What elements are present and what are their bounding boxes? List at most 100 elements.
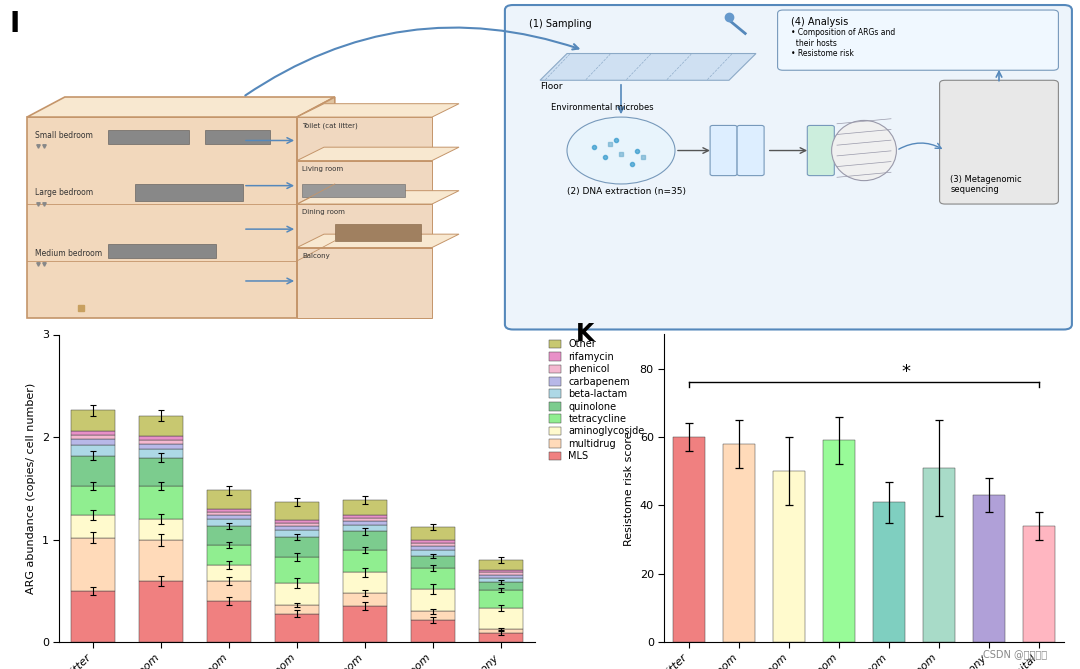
- Text: (1) Sampling: (1) Sampling: [529, 19, 592, 29]
- Bar: [71, 446, 116, 456]
- Text: (3) Metagenomic
sequencing: (3) Metagenomic sequencing: [950, 175, 1022, 194]
- Bar: [139, 436, 184, 440]
- Bar: [342, 531, 387, 550]
- Bar: [139, 540, 184, 581]
- Bar: [410, 619, 455, 642]
- Text: CSDN @谷禾牛博: CSDN @谷禾牛博: [984, 649, 1048, 659]
- Bar: [275, 557, 319, 583]
- Polygon shape: [297, 104, 459, 117]
- Bar: [139, 444, 184, 450]
- Bar: [207, 581, 252, 601]
- Bar: [207, 527, 252, 545]
- Y-axis label: Resistome risk score: Resistome risk score: [624, 431, 634, 546]
- Polygon shape: [297, 248, 432, 318]
- Bar: [275, 583, 319, 605]
- Polygon shape: [135, 184, 243, 201]
- Text: Floor: Floor: [540, 82, 563, 90]
- Polygon shape: [27, 117, 297, 318]
- Circle shape: [567, 117, 675, 184]
- Bar: [973, 495, 1005, 642]
- Text: Toilet (cat litter): Toilet (cat litter): [302, 122, 359, 128]
- Bar: [207, 565, 252, 581]
- Bar: [478, 577, 523, 582]
- Bar: [207, 515, 252, 519]
- Bar: [139, 581, 184, 642]
- FancyBboxPatch shape: [504, 5, 1072, 330]
- Bar: [478, 608, 523, 629]
- Bar: [410, 550, 455, 556]
- Text: Living room: Living room: [302, 165, 343, 171]
- Text: K: K: [577, 322, 595, 346]
- Bar: [410, 543, 455, 546]
- Bar: [478, 633, 523, 642]
- Bar: [342, 521, 387, 525]
- Bar: [275, 531, 319, 537]
- Bar: [139, 458, 184, 486]
- Bar: [71, 515, 116, 538]
- Bar: [207, 519, 252, 527]
- Y-axis label: ARG abundance (copies/ cell number): ARG abundance (copies/ cell number): [26, 383, 37, 594]
- Bar: [478, 590, 523, 608]
- Bar: [823, 440, 855, 642]
- Bar: [478, 582, 523, 590]
- Bar: [410, 556, 455, 569]
- Bar: [275, 520, 319, 523]
- Bar: [139, 440, 184, 444]
- Bar: [207, 601, 252, 642]
- Polygon shape: [297, 204, 432, 248]
- Bar: [275, 502, 319, 520]
- Polygon shape: [297, 147, 459, 161]
- Text: • Resistome risk: • Resistome risk: [791, 48, 854, 58]
- Bar: [71, 431, 116, 435]
- Bar: [478, 571, 523, 573]
- Bar: [275, 537, 319, 557]
- Bar: [478, 575, 523, 577]
- Polygon shape: [297, 117, 432, 161]
- Text: Small bedroom: Small bedroom: [35, 132, 93, 140]
- Bar: [207, 509, 252, 512]
- Bar: [410, 569, 455, 589]
- Text: *: *: [902, 363, 910, 381]
- Bar: [342, 515, 387, 518]
- Bar: [410, 589, 455, 611]
- Polygon shape: [302, 184, 405, 197]
- Bar: [723, 444, 755, 642]
- Text: Dining room: Dining room: [302, 209, 346, 215]
- Bar: [342, 573, 387, 593]
- Text: (2) DNA extraction (n=35): (2) DNA extraction (n=35): [567, 187, 686, 196]
- Bar: [139, 415, 184, 436]
- Bar: [342, 500, 387, 515]
- Polygon shape: [108, 244, 216, 258]
- Bar: [275, 613, 319, 642]
- Bar: [342, 593, 387, 606]
- Polygon shape: [297, 234, 459, 248]
- Text: Environmental microbes: Environmental microbes: [551, 104, 653, 112]
- Bar: [71, 410, 116, 431]
- Bar: [71, 456, 116, 486]
- Text: I: I: [10, 10, 19, 38]
- Polygon shape: [335, 224, 421, 241]
- Text: Large bedroom: Large bedroom: [35, 189, 93, 197]
- Legend: Other, rifamycin, phenicol, carbapenem, beta-lactam, quinolone, tetracycline, am: Other, rifamycin, phenicol, carbapenem, …: [549, 339, 645, 461]
- Bar: [478, 573, 523, 575]
- Polygon shape: [205, 130, 270, 144]
- Polygon shape: [27, 97, 335, 117]
- Bar: [139, 450, 184, 458]
- Bar: [275, 523, 319, 527]
- Text: Balcony: Balcony: [302, 252, 330, 258]
- FancyBboxPatch shape: [737, 126, 764, 175]
- Text: • Composition of ARGs and
  their hosts: • Composition of ARGs and their hosts: [791, 28, 895, 47]
- FancyBboxPatch shape: [778, 10, 1058, 70]
- Bar: [71, 591, 116, 642]
- Bar: [207, 490, 252, 509]
- Bar: [773, 471, 806, 642]
- Bar: [207, 545, 252, 565]
- Text: Medium bedroom: Medium bedroom: [35, 249, 103, 258]
- Bar: [873, 502, 905, 642]
- Bar: [207, 512, 252, 515]
- Bar: [922, 468, 955, 642]
- Text: (4) Analysis: (4) Analysis: [791, 17, 849, 27]
- FancyBboxPatch shape: [940, 80, 1058, 204]
- Ellipse shape: [832, 120, 896, 181]
- Polygon shape: [108, 130, 189, 144]
